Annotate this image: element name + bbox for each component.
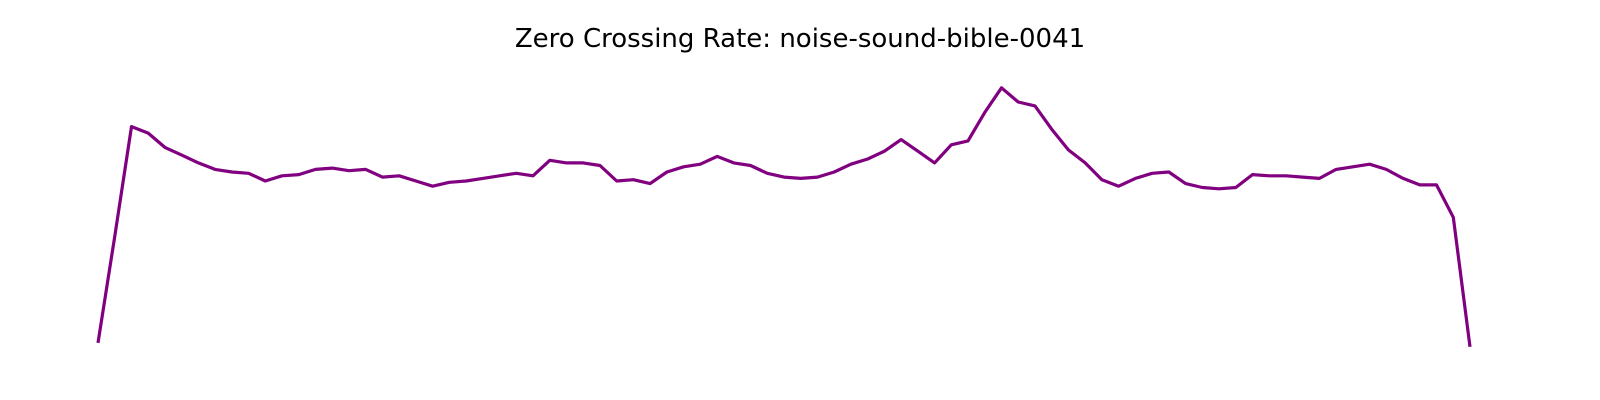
chart-title: Zero Crossing Rate: noise-sound-bible-00… (514, 24, 1086, 54)
zcr-series-line (96, 86, 1472, 348)
plot-area (96, 86, 1472, 348)
